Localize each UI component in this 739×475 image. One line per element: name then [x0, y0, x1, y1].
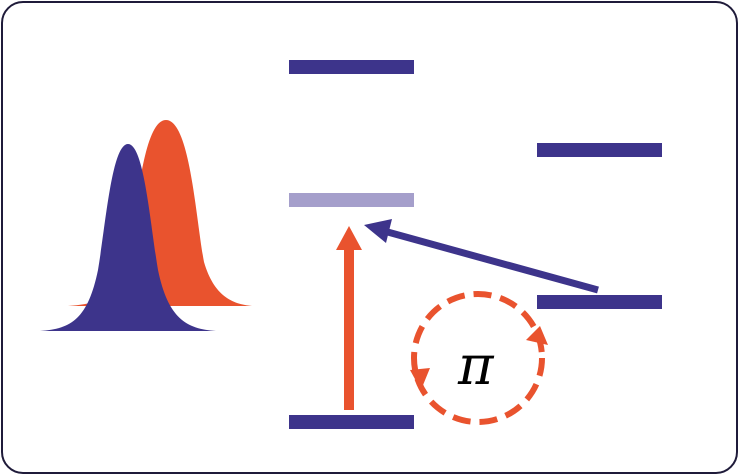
arrow-up-icon [336, 226, 362, 410]
blue-peak [40, 144, 216, 331]
level-top-left [289, 60, 414, 74]
circular-arrows-icon [410, 291, 548, 425]
level-bottom-left [289, 415, 414, 429]
level-top-right [537, 143, 662, 157]
spectral-peaks [40, 120, 252, 331]
arrow-left-icon [364, 219, 599, 294]
level-middle-left-faded [289, 193, 414, 207]
pi-label: π [457, 334, 495, 397]
level-middle-right [537, 295, 662, 309]
orange-peak [68, 120, 252, 306]
